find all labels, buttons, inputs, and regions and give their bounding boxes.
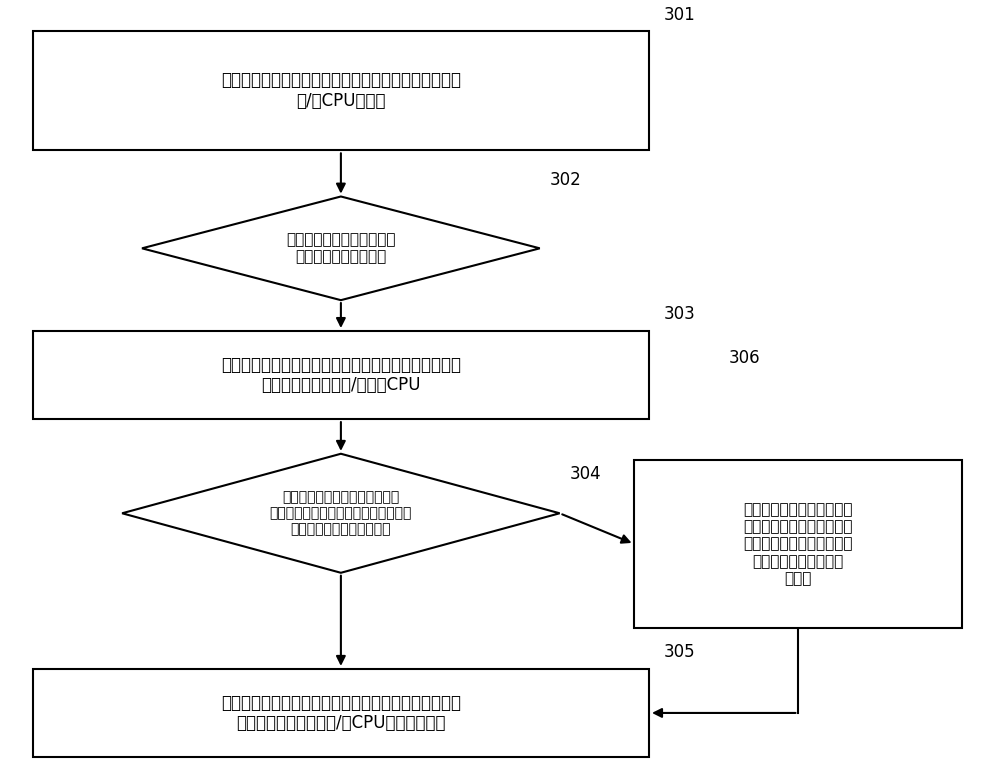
Text: 302: 302 xyxy=(550,171,581,189)
FancyBboxPatch shape xyxy=(634,459,962,629)
Text: 若所述当前运行信息不低于
预设最小运行数据，则返回
执行每隔预设时间检测所述
云主机的当前运行信息
的步骤: 若所述当前运行信息不低于 预设最小运行数据，则返回 执行每隔预设时间检测所述 云… xyxy=(744,501,853,587)
FancyBboxPatch shape xyxy=(33,669,649,757)
Text: 304: 304 xyxy=(570,465,601,483)
FancyBboxPatch shape xyxy=(33,31,649,151)
Text: 306: 306 xyxy=(729,349,760,367)
FancyBboxPatch shape xyxy=(33,331,649,419)
Text: 305: 305 xyxy=(664,643,696,661)
Text: 若所述运行信息超过预设最大运行数据，则接收物理主
机分配的新的内存和/或新的CPU: 若所述运行信息超过预设最大运行数据，则接收物理主 机分配的新的内存和/或新的CP… xyxy=(221,355,461,394)
Text: 每隔预设时间检测所述云主机的
当前运行信息，确定所述当前运行信息
是否低于预设最小运行数据: 每隔预设时间检测所述云主机的 当前运行信息，确定所述当前运行信息 是否低于预设最… xyxy=(270,490,412,537)
Text: 若所述当前运行信息低于预设最小运行数据，则调整所
述云主机当前的内存和/或CPU为预设初始值: 若所述当前运行信息低于预设最小运行数据，则调整所 述云主机当前的内存和/或CPU… xyxy=(221,694,461,733)
Text: 303: 303 xyxy=(664,305,696,323)
Text: 获取云主机的运行信息，所述运行信息包括内存使用率
和/或CPU使用率: 获取云主机的运行信息，所述运行信息包括内存使用率 和/或CPU使用率 xyxy=(221,72,461,110)
Polygon shape xyxy=(142,197,540,300)
Polygon shape xyxy=(122,454,560,572)
Text: 301: 301 xyxy=(664,5,696,23)
Text: 根据所述运行信息确定是否
超过预设最大运行数据: 根据所述运行信息确定是否 超过预设最大运行数据 xyxy=(286,232,396,265)
